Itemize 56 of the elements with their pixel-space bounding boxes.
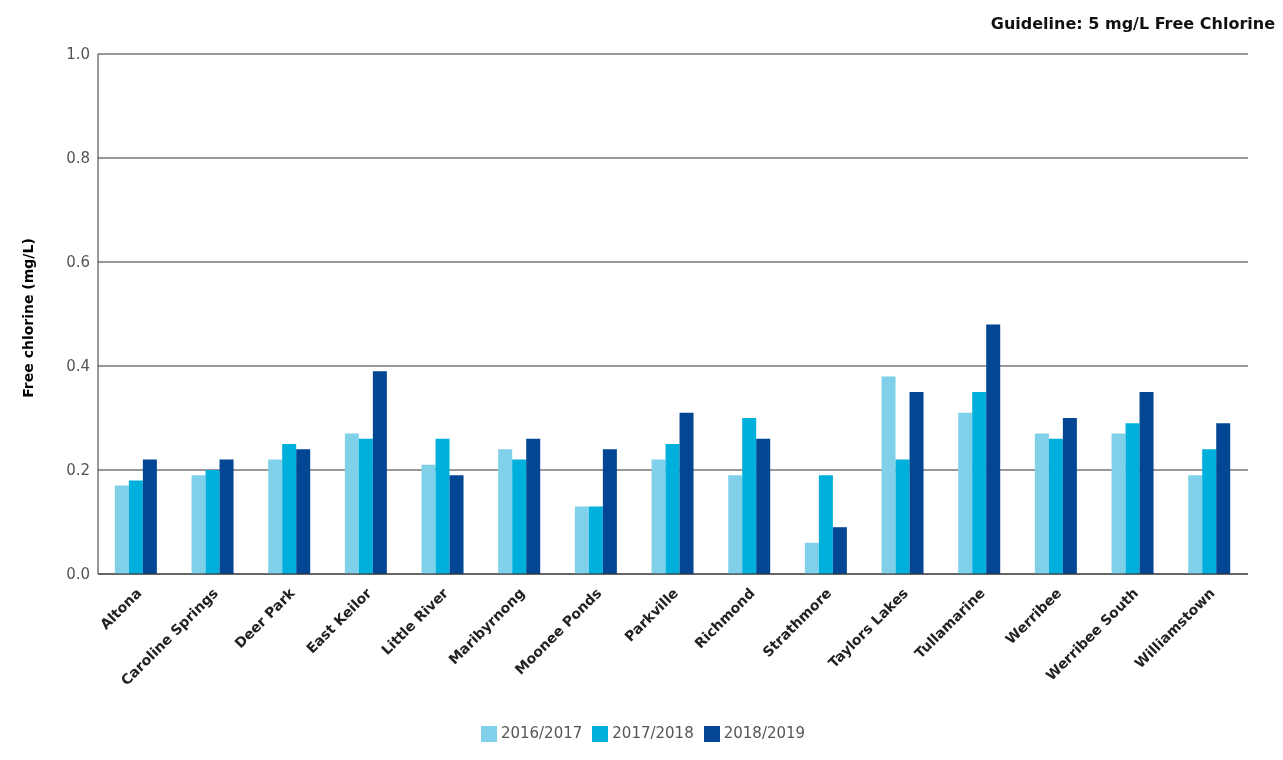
bar xyxy=(1111,433,1126,574)
bar xyxy=(602,449,617,574)
bar xyxy=(588,506,603,574)
bar xyxy=(268,459,283,574)
bar xyxy=(191,475,206,574)
bar xyxy=(1188,475,1203,574)
bar xyxy=(909,392,924,574)
bar xyxy=(1202,449,1217,574)
legend-label: 2016/2017 xyxy=(500,724,583,742)
bar xyxy=(895,459,910,574)
bar xyxy=(1034,433,1049,574)
bar xyxy=(756,438,771,574)
bar xyxy=(728,475,743,574)
bar xyxy=(818,475,833,574)
bar xyxy=(372,371,387,574)
bar xyxy=(358,438,373,574)
bar xyxy=(986,324,1001,574)
bar xyxy=(1216,423,1231,574)
y-tick-label: 0.2 xyxy=(66,461,90,480)
bar xyxy=(344,433,359,574)
bar xyxy=(219,459,234,574)
bar xyxy=(742,418,757,574)
bar xyxy=(958,412,973,574)
bar xyxy=(574,506,589,574)
bar xyxy=(526,438,541,574)
bar xyxy=(1062,418,1077,574)
bar xyxy=(881,376,896,574)
bar xyxy=(651,459,666,574)
bar xyxy=(512,459,527,574)
bar xyxy=(205,470,220,574)
bar xyxy=(449,475,464,574)
bar xyxy=(421,464,436,574)
bar xyxy=(1048,438,1063,574)
y-tick-label: 0.0 xyxy=(66,565,90,584)
bar xyxy=(832,527,847,574)
bar xyxy=(498,449,513,574)
bar xyxy=(114,485,129,574)
bar xyxy=(128,480,143,574)
bar xyxy=(665,444,680,574)
bar xyxy=(296,449,311,574)
bar xyxy=(435,438,450,574)
bar xyxy=(142,459,157,574)
legend-label: 2018/2019 xyxy=(723,724,806,742)
chart-title: Guideline: 5 mg/L Free Chlorine xyxy=(990,14,1275,33)
bar xyxy=(282,444,297,574)
y-tick-label: 0.4 xyxy=(66,357,90,376)
bar xyxy=(1125,423,1140,574)
bar xyxy=(972,392,987,574)
y-axis-title: Free chlorine (mg/L) xyxy=(20,238,36,398)
bar xyxy=(1139,392,1154,574)
y-tick-label: 1.0 xyxy=(66,45,90,64)
y-tick-label: 0.6 xyxy=(66,253,90,272)
bar xyxy=(804,542,819,574)
y-tick-label: 0.8 xyxy=(66,149,90,168)
legend-label: 2017/2018 xyxy=(612,724,694,742)
bar xyxy=(679,412,694,574)
